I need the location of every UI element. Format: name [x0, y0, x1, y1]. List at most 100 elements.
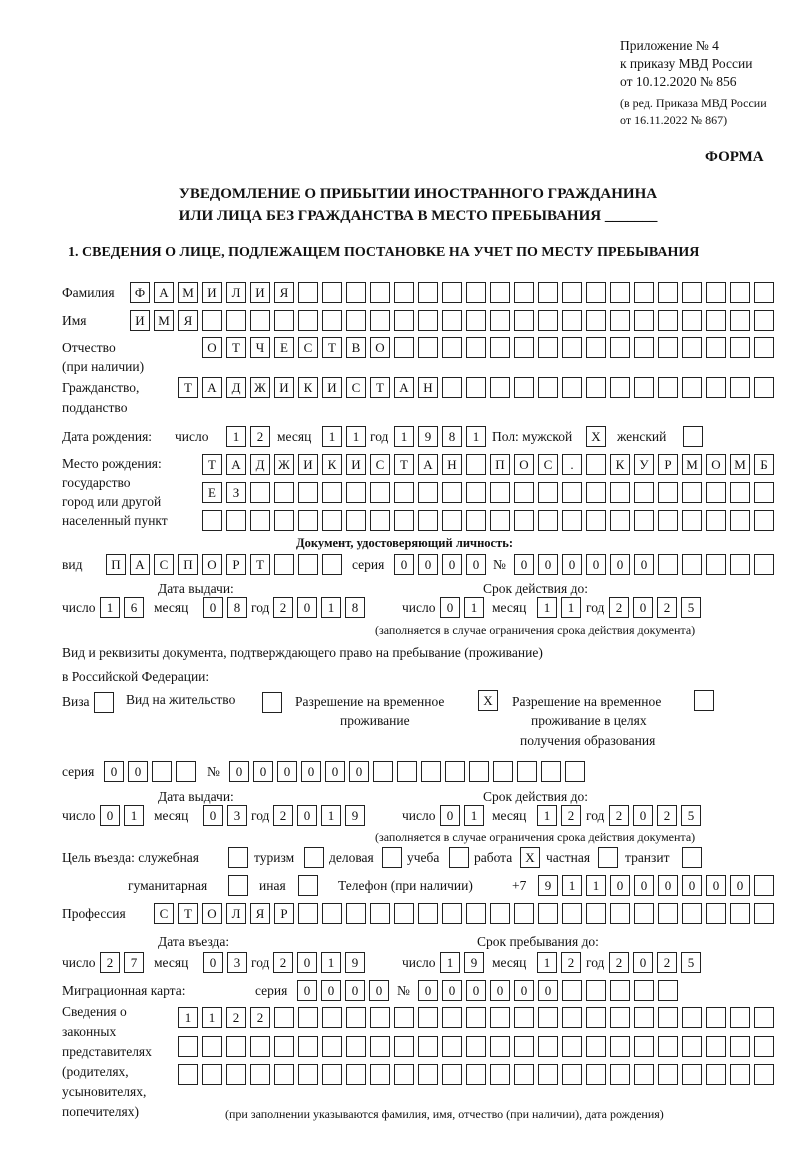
- char-box[interactable]: [706, 554, 726, 575]
- char-box[interactable]: [370, 1064, 390, 1085]
- char-box[interactable]: 9: [418, 426, 438, 447]
- char-box[interactable]: И: [298, 454, 318, 475]
- char-box[interactable]: В: [346, 337, 366, 358]
- char-box[interactable]: [706, 482, 726, 503]
- char-box[interactable]: [418, 1007, 438, 1028]
- char-box[interactable]: [706, 377, 726, 398]
- char-box[interactable]: [394, 282, 414, 303]
- char-box[interactable]: 1: [124, 805, 144, 826]
- visa-checkbox[interactable]: [94, 692, 114, 713]
- char-box[interactable]: [397, 761, 417, 782]
- char-box[interactable]: 0: [128, 761, 148, 782]
- char-box[interactable]: [754, 377, 774, 398]
- char-box[interactable]: 0: [369, 980, 389, 1001]
- char-box[interactable]: 7: [124, 952, 144, 973]
- char-box[interactable]: 8: [345, 597, 365, 618]
- char-box[interactable]: 0: [610, 554, 630, 575]
- char-box[interactable]: М: [178, 282, 198, 303]
- char-box[interactable]: [370, 310, 390, 331]
- char-box[interactable]: [514, 377, 534, 398]
- char-box[interactable]: [442, 903, 462, 924]
- char-box[interactable]: [262, 692, 282, 713]
- char-box[interactable]: 2: [609, 952, 629, 973]
- char-box[interactable]: 1: [321, 952, 341, 973]
- char-box[interactable]: И: [250, 282, 270, 303]
- char-box[interactable]: [394, 337, 414, 358]
- char-box[interactable]: 1: [562, 875, 582, 896]
- char-box[interactable]: [610, 1064, 630, 1085]
- char-box[interactable]: [610, 337, 630, 358]
- char-box[interactable]: 0: [538, 554, 558, 575]
- char-box[interactable]: [562, 1007, 582, 1028]
- char-box[interactable]: [322, 310, 342, 331]
- char-box[interactable]: 3: [227, 952, 247, 973]
- char-box[interactable]: 0: [321, 980, 341, 1001]
- char-box[interactable]: [490, 903, 510, 924]
- char-box[interactable]: 0: [345, 980, 365, 1001]
- char-box[interactable]: [586, 510, 606, 531]
- char-box[interactable]: Ж: [274, 454, 294, 475]
- char-box[interactable]: [514, 282, 534, 303]
- char-box[interactable]: [298, 903, 318, 924]
- char-box[interactable]: [658, 554, 678, 575]
- char-box[interactable]: [517, 761, 537, 782]
- char-box[interactable]: Я: [250, 903, 270, 924]
- char-box[interactable]: [382, 847, 402, 868]
- purpose-tourism-checkbox[interactable]: [304, 847, 324, 868]
- char-box[interactable]: [634, 282, 654, 303]
- char-box[interactable]: [346, 1064, 366, 1085]
- char-box[interactable]: Р: [658, 454, 678, 475]
- char-box[interactable]: [682, 554, 702, 575]
- char-box[interactable]: 1: [537, 952, 557, 973]
- char-box[interactable]: [466, 510, 486, 531]
- char-box[interactable]: [730, 282, 750, 303]
- char-box[interactable]: [658, 310, 678, 331]
- char-box[interactable]: [469, 761, 489, 782]
- char-box[interactable]: [658, 903, 678, 924]
- char-box[interactable]: [373, 761, 393, 782]
- char-box[interactable]: [490, 482, 510, 503]
- char-box[interactable]: М: [730, 454, 750, 475]
- char-box[interactable]: [514, 903, 534, 924]
- char-box[interactable]: [466, 1007, 486, 1028]
- char-box[interactable]: [562, 903, 582, 924]
- char-box[interactable]: [226, 310, 246, 331]
- char-box[interactable]: О: [202, 903, 222, 924]
- char-box[interactable]: И: [322, 377, 342, 398]
- char-box[interactable]: [418, 903, 438, 924]
- char-box[interactable]: [658, 377, 678, 398]
- char-box[interactable]: [538, 377, 558, 398]
- char-box[interactable]: [754, 554, 774, 575]
- birthplace-field-3[interactable]: [202, 510, 774, 531]
- char-box[interactable]: [730, 510, 750, 531]
- char-box[interactable]: [490, 337, 510, 358]
- char-box[interactable]: 8: [442, 426, 462, 447]
- char-box[interactable]: 9: [538, 875, 558, 896]
- char-box[interactable]: 0: [658, 875, 678, 896]
- char-box[interactable]: 2: [250, 1007, 270, 1028]
- char-box[interactable]: [322, 282, 342, 303]
- char-box[interactable]: [538, 1064, 558, 1085]
- char-box[interactable]: [610, 510, 630, 531]
- char-box[interactable]: [598, 847, 618, 868]
- char-box[interactable]: [442, 377, 462, 398]
- char-box[interactable]: 0: [466, 554, 486, 575]
- char-box[interactable]: А: [202, 377, 222, 398]
- char-box[interactable]: К: [322, 454, 342, 475]
- char-box[interactable]: 5: [681, 952, 701, 973]
- char-box[interactable]: [466, 310, 486, 331]
- char-box[interactable]: [418, 282, 438, 303]
- char-box[interactable]: Т: [322, 337, 342, 358]
- char-box[interactable]: [442, 482, 462, 503]
- char-box[interactable]: [730, 377, 750, 398]
- char-box[interactable]: [346, 482, 366, 503]
- char-box[interactable]: Ф: [130, 282, 150, 303]
- char-box[interactable]: 0: [682, 875, 702, 896]
- char-box[interactable]: [442, 282, 462, 303]
- char-box[interactable]: 1: [178, 1007, 198, 1028]
